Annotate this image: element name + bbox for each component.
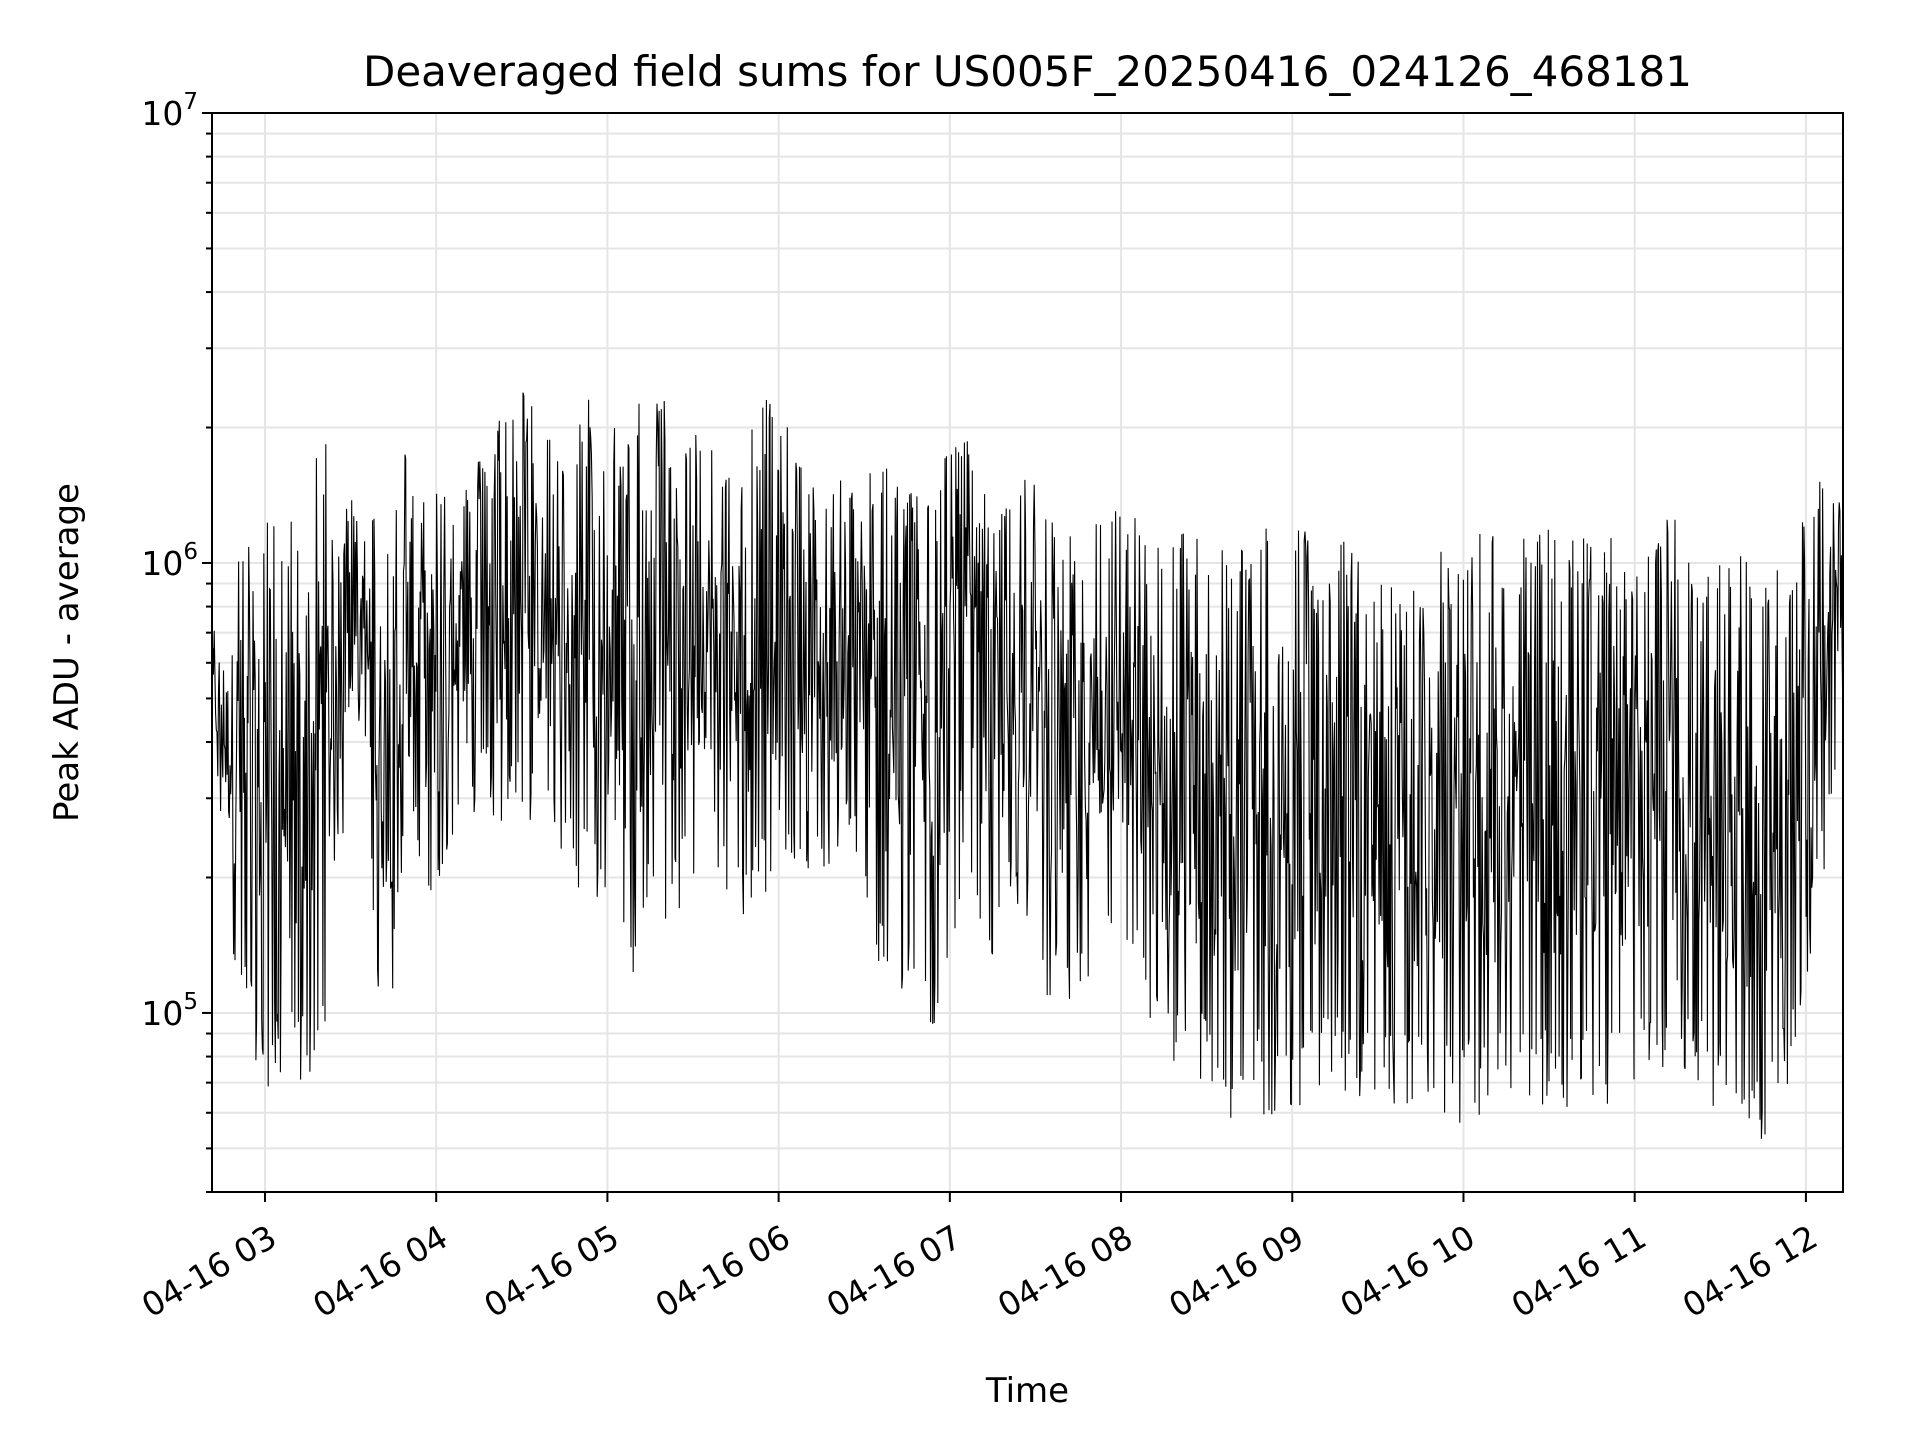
plot-frame bbox=[211, 112, 1844, 1193]
y-tick-label: 107 bbox=[141, 89, 198, 133]
x-axis-label: Time bbox=[985, 1371, 1069, 1411]
y-tick-label: 105 bbox=[141, 989, 198, 1033]
y-axis-label: Peak ADU - average bbox=[47, 483, 87, 822]
data-series bbox=[211, 392, 1844, 1139]
y-tick-label: 106 bbox=[141, 539, 198, 583]
series-line bbox=[211, 392, 1844, 1139]
chart-title: Deaveraged field sums for US005F_2025041… bbox=[363, 47, 1692, 96]
